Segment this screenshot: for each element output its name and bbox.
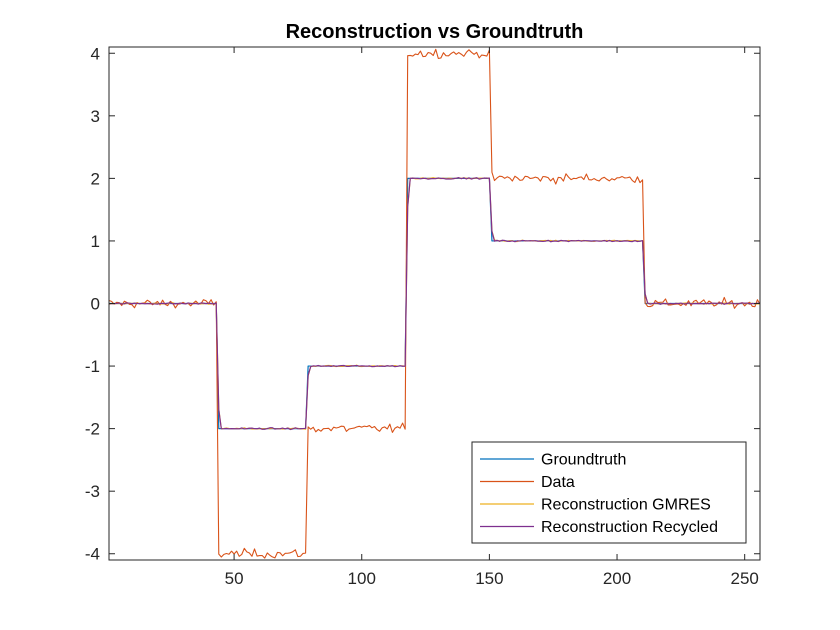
y-tick-label: 1 [91,232,100,251]
y-tick-label: -1 [85,357,100,376]
y-tick-label: 2 [91,169,100,188]
x-tick-label: 150 [475,569,503,588]
x-tick-label: 250 [730,569,758,588]
x-tick-label: 200 [603,569,631,588]
y-tick-label: 0 [91,295,100,314]
y-tick-label: -3 [85,482,100,501]
legend[interactable]: Groundtruth Data Reconstruction GMRES Recon… [471,441,747,544]
x-tick-label: 100 [348,569,376,588]
y-tick-label: 3 [91,107,100,126]
series-layer [109,48,760,559]
chart-title: Reconstruction vs Groundtruth [286,21,584,43]
legend-entry-label: Groundtruth [541,452,626,469]
axes: 50 100 150 200 250 -4 -3 -2 -1 0 1 2 3 4 [85,44,761,588]
legend-entry-label: Data [541,474,575,491]
y-tick-label: 4 [91,44,100,63]
y-tick-label: -4 [85,545,100,564]
series-line-reconstruction-recycled [109,177,760,431]
x-tick-label: 50 [225,569,244,588]
legend-entry-label: Reconstruction Recycled [541,519,718,536]
legend-entry-label: Reconstruction GMRES [541,497,711,514]
y-tick-label: -2 [85,420,100,439]
series-line-data [109,48,760,559]
